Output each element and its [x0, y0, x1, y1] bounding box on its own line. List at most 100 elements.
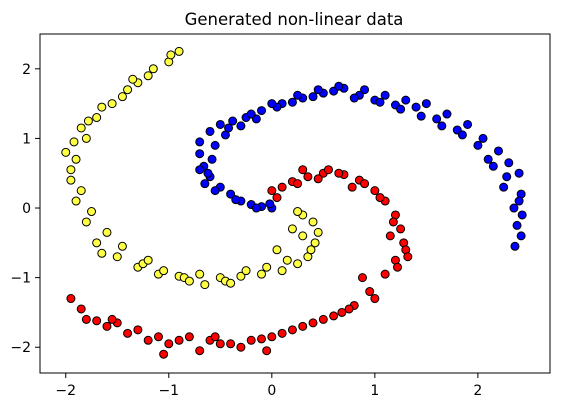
- scatter-point-series-1: [123, 328, 133, 338]
- scatter-point-series-0: [203, 168, 213, 178]
- scatter-point-series-1: [370, 186, 380, 196]
- scatter-point-series-0: [195, 149, 205, 159]
- scatter-point-series-1: [267, 332, 277, 342]
- scatter-point-series-1: [66, 294, 76, 304]
- y-tick-label: 1: [22, 131, 31, 147]
- scatter-point-series-0: [215, 119, 225, 129]
- scatter-point-series-1: [396, 224, 406, 234]
- chart-title: Generated non-linear data: [185, 10, 404, 29]
- scatter-point-series-2: [128, 74, 138, 84]
- scatter-point-series-0: [375, 97, 385, 107]
- scatter-point-series-0: [228, 116, 238, 126]
- scatter-point-series-0: [380, 90, 390, 100]
- scatter-point-series-0: [463, 119, 473, 129]
- plot-frame: [39, 33, 551, 374]
- scatter-point-series-1: [313, 174, 323, 184]
- scatter-point-series-2: [81, 133, 91, 143]
- scatter-point-series-2: [148, 64, 158, 74]
- scatter-point-series-2: [298, 231, 308, 241]
- scatter-point-series-0: [473, 140, 483, 150]
- scatter-point-series-0: [502, 172, 512, 182]
- scatter-point-series-2: [61, 147, 71, 157]
- scatter-point-series-2: [195, 269, 205, 279]
- scatter-point-series-1: [92, 316, 102, 326]
- scatter-point-series-2: [308, 217, 318, 227]
- scatter-point-series-1: [334, 168, 344, 178]
- scatter-point-series-2: [313, 227, 323, 237]
- scatter-point-series-2: [257, 269, 267, 279]
- scatter-point-series-0: [293, 90, 303, 100]
- scatter-point-series-1: [303, 172, 313, 182]
- scatter-point-series-2: [117, 241, 127, 251]
- scatter-point-series-1: [236, 342, 246, 352]
- scatter-point-series-1: [102, 321, 112, 331]
- scatter-point-series-0: [512, 220, 522, 230]
- scatter-point-series-2: [66, 165, 76, 175]
- scatter-point-series-1: [262, 346, 272, 356]
- scatter-point-series-2: [107, 99, 117, 109]
- scatter-point-series-1: [293, 179, 303, 189]
- scatter-point-series-2: [87, 207, 97, 217]
- scatter-point-series-0: [224, 123, 234, 133]
- scatter-point-series-2: [92, 113, 102, 123]
- scatter-point-series-0: [308, 92, 318, 102]
- scatter-point-series-2: [226, 278, 236, 288]
- scatter-point-series-0: [457, 130, 467, 140]
- scatter-point-series-2: [102, 227, 112, 237]
- scatter-point-series-0: [195, 137, 205, 147]
- scatter-point-series-2: [262, 262, 272, 272]
- scatter-point-series-2: [282, 255, 292, 265]
- scatter-point-series-0: [265, 199, 275, 209]
- scatter-point-series-1: [164, 339, 174, 349]
- scatter-point-series-1: [393, 262, 403, 272]
- scatter-point-series-0: [437, 121, 447, 131]
- scatter-point-series-1: [76, 304, 86, 314]
- scatter-point-series-0: [516, 231, 526, 241]
- scatter-point-series-0: [493, 146, 503, 156]
- scatter-point-series-1: [357, 273, 367, 283]
- scatter-point-series-2: [83, 116, 93, 126]
- scatter-point-series-2: [293, 259, 303, 269]
- scatter-point-series-2: [241, 266, 251, 276]
- scatter-point-series-0: [514, 196, 524, 206]
- scatter-point-series-0: [267, 99, 277, 109]
- scatter-point-series-2: [287, 224, 297, 234]
- scatter-point-series-0: [411, 102, 421, 112]
- scatter-point-series-0: [514, 168, 524, 178]
- x-axis: −2 −1 0 1 2: [55, 373, 482, 399]
- scatter-point-series-0: [499, 182, 509, 192]
- scatter-point-series-1: [370, 294, 380, 304]
- scatter-point-series-0: [246, 109, 256, 119]
- scatter-point-series-0: [287, 97, 297, 107]
- scatter-point-series-0: [421, 99, 431, 109]
- scatter-point-series-0: [205, 126, 215, 136]
- scatter-point-series-0: [226, 189, 236, 199]
- scatter-point-series-1: [215, 339, 225, 349]
- scatter-point-series-0: [251, 203, 261, 213]
- scatter-point-series-2: [143, 255, 153, 265]
- scatter-point-series-1: [277, 182, 287, 192]
- scatter-point-series-2: [306, 245, 316, 255]
- scatter-point-series-0: [360, 85, 370, 95]
- scatter-point-series-1: [403, 252, 413, 262]
- scatter-point-series-0: [432, 114, 442, 124]
- scatter-point-series-0: [442, 109, 452, 119]
- scatter-point-series-1: [257, 334, 267, 344]
- scatter-point-series-1: [277, 328, 287, 338]
- scatter-point-series-1: [380, 269, 390, 279]
- scatter-point-series-1: [133, 325, 143, 335]
- scatter-point-series-0: [313, 85, 323, 95]
- scatter-point-series-0: [210, 186, 220, 196]
- scatter-point-series-2: [66, 175, 76, 185]
- scatter-point-series-1: [287, 325, 297, 335]
- scatter-point-series-2: [123, 85, 133, 95]
- y-tick-label: −1: [10, 271, 31, 287]
- scatter-point-series-1: [298, 165, 308, 175]
- scatter-point-series-2: [81, 217, 91, 227]
- scatter-point-series-2: [97, 248, 107, 258]
- scatter-point-series-0: [195, 165, 205, 175]
- scatter-point-series-1: [323, 165, 333, 175]
- scatter-point-series-1: [184, 332, 194, 342]
- scatter-point-series-0: [488, 161, 498, 171]
